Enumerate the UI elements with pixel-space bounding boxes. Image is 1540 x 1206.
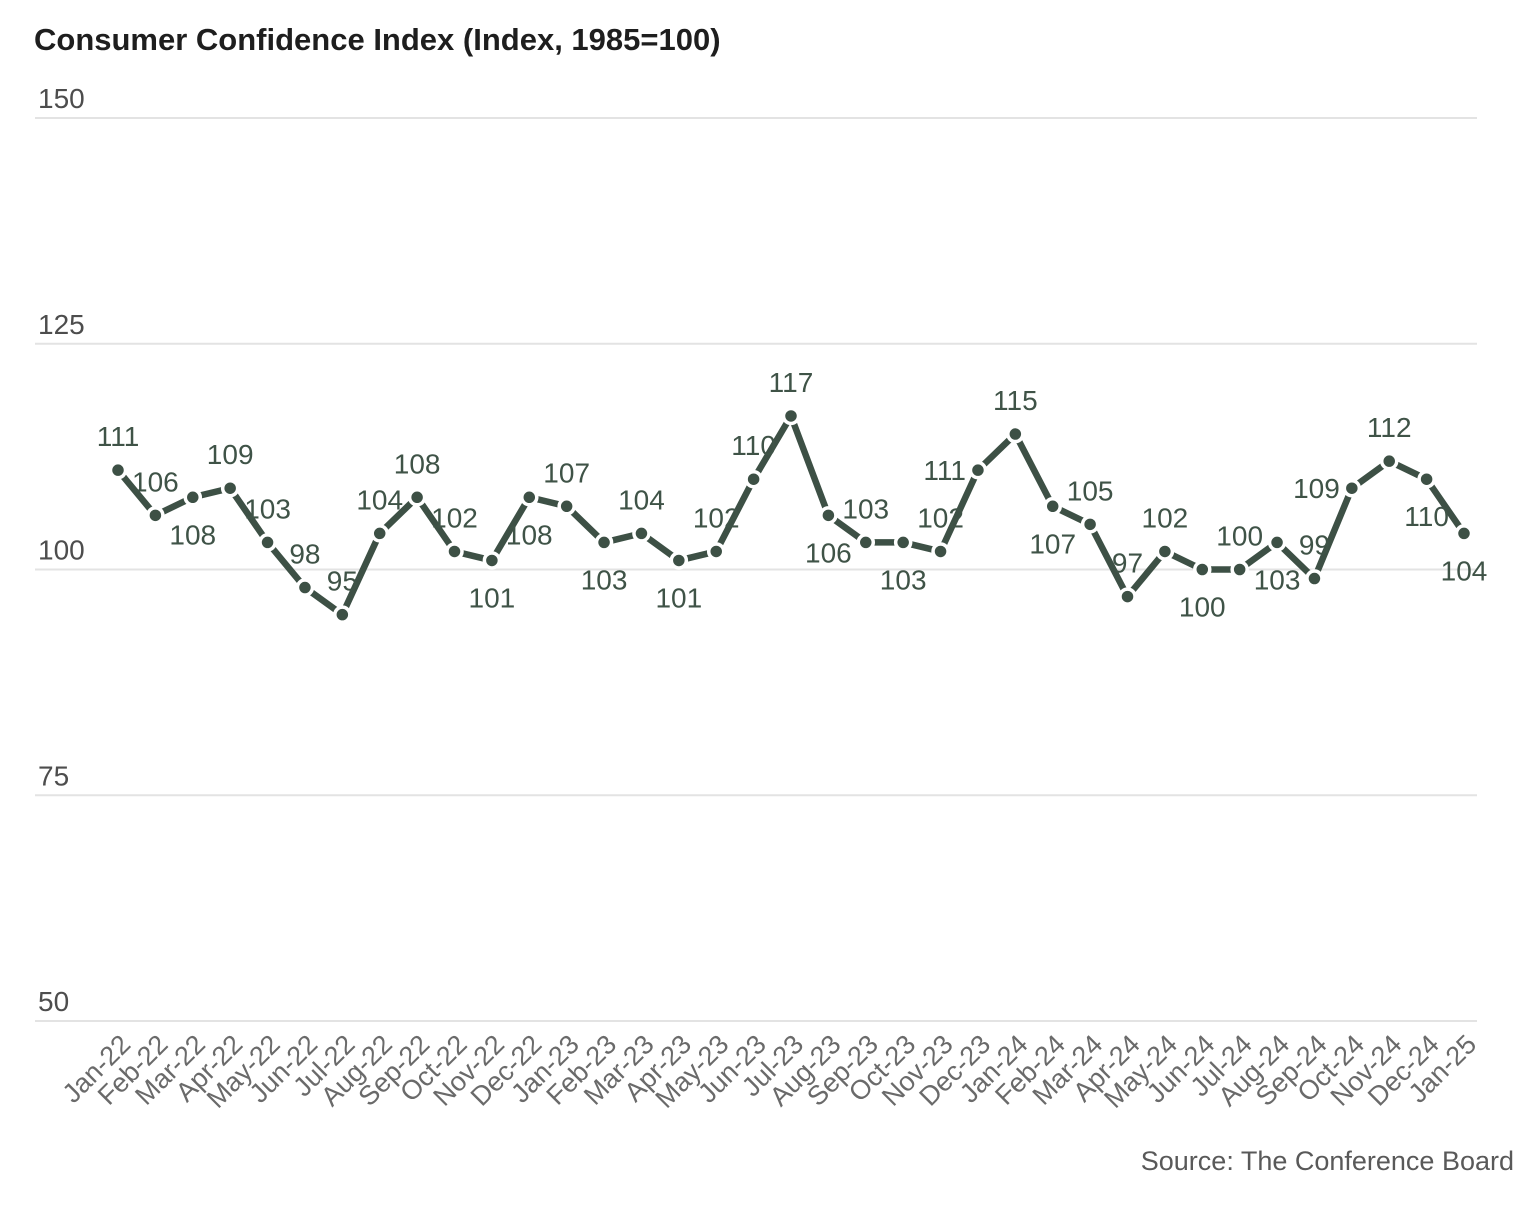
data-point-marker: [931, 542, 950, 561]
y-tick-label: 50: [38, 986, 69, 1017]
data-point-marker: [1118, 587, 1137, 606]
data-point-marker: [669, 551, 689, 570]
data-point-label: 102: [917, 502, 964, 533]
y-tick-label: 125: [38, 309, 85, 340]
data-point-marker: [445, 542, 464, 561]
data-point-marker: [744, 469, 763, 489]
data-point-marker: [557, 497, 576, 516]
data-point-label: 108: [506, 519, 553, 550]
data-point-label: 107: [543, 457, 590, 488]
data-point-marker: [1342, 478, 1362, 498]
data-point-marker: [1454, 524, 1474, 543]
data-point-label: 111: [97, 421, 140, 452]
data-point-label: 103: [1254, 564, 1301, 595]
data-point-label: 110: [731, 430, 776, 461]
data-point-marker: [1230, 560, 1249, 579]
data-point-marker: [370, 524, 389, 543]
data-point-label: 98: [289, 539, 320, 570]
data-point-marker: [968, 460, 988, 480]
data-point-marker: [819, 506, 838, 525]
data-point-marker: [1043, 497, 1062, 516]
data-point-label: 117: [769, 367, 814, 398]
data-point-label: 95: [327, 566, 358, 597]
data-point-label: 103: [880, 564, 927, 595]
data-point-label: 102: [431, 502, 478, 533]
data-point-label: 102: [693, 502, 740, 533]
data-point-label: 101: [469, 582, 516, 613]
data-point-marker: [333, 605, 352, 624]
data-point-marker: [594, 533, 614, 552]
data-point-label: 109: [1293, 473, 1340, 504]
data-point-marker: [407, 488, 427, 507]
data-point-label: 107: [1029, 528, 1076, 559]
data-point-label: 103: [842, 493, 889, 524]
y-tick-label: 150: [38, 83, 85, 114]
data-point-label: 104: [356, 484, 403, 515]
data-point-label: 100: [1179, 592, 1226, 623]
y-tick-label: 100: [38, 535, 85, 566]
data-point-marker: [146, 506, 165, 525]
data-point-marker: [893, 533, 913, 552]
data-point-label: 100: [1216, 521, 1263, 552]
data-point-label: 103: [244, 493, 291, 524]
data-point-label: 112: [1367, 412, 1412, 443]
data-point-marker: [520, 488, 539, 507]
y-tick-label: 75: [38, 760, 69, 791]
data-point-marker: [706, 542, 726, 561]
data-point-label: 106: [132, 466, 179, 497]
data-point-marker: [258, 533, 277, 552]
data-point-label: 102: [1142, 502, 1189, 533]
data-point-label: 103: [581, 564, 628, 595]
data-point-marker: [1006, 424, 1025, 444]
data-point-label: 115: [993, 385, 1038, 416]
data-point-marker: [183, 488, 203, 507]
data-point-marker: [781, 406, 801, 426]
data-point-marker: [1267, 533, 1287, 552]
chart-title: Consumer Confidence Index (Index, 1985=1…: [34, 22, 721, 57]
data-point-marker: [1193, 560, 1212, 579]
data-point-label: 105: [1067, 475, 1114, 506]
data-point-marker: [856, 533, 876, 552]
data-point-marker: [220, 478, 240, 498]
data-point-label: 109: [207, 439, 254, 470]
data-point-marker: [1305, 569, 1324, 588]
data-point-label: 99: [1299, 530, 1330, 561]
data-point-marker: [1155, 542, 1175, 561]
data-point-label: 97: [1112, 548, 1143, 579]
data-point-marker: [482, 551, 502, 570]
data-point-label: 111: [923, 455, 966, 486]
data-point-label: 104: [618, 484, 665, 515]
data-point-marker: [632, 524, 651, 543]
data-point-label: 108: [169, 519, 216, 550]
data-point-marker: [295, 578, 315, 597]
data-point-marker: [1417, 469, 1436, 489]
data-point-label: 101: [655, 582, 702, 613]
data-point-marker: [1379, 451, 1399, 471]
data-point-label: 108: [394, 448, 441, 479]
data-point-marker: [1080, 515, 1100, 534]
data-point-label: 110: [1404, 501, 1449, 532]
data-point-label: 104: [1441, 555, 1488, 586]
data-point-label: 106: [805, 537, 852, 568]
source-credit: Source: The Conference Board: [1140, 1146, 1514, 1176]
data-point-marker: [108, 460, 128, 480]
